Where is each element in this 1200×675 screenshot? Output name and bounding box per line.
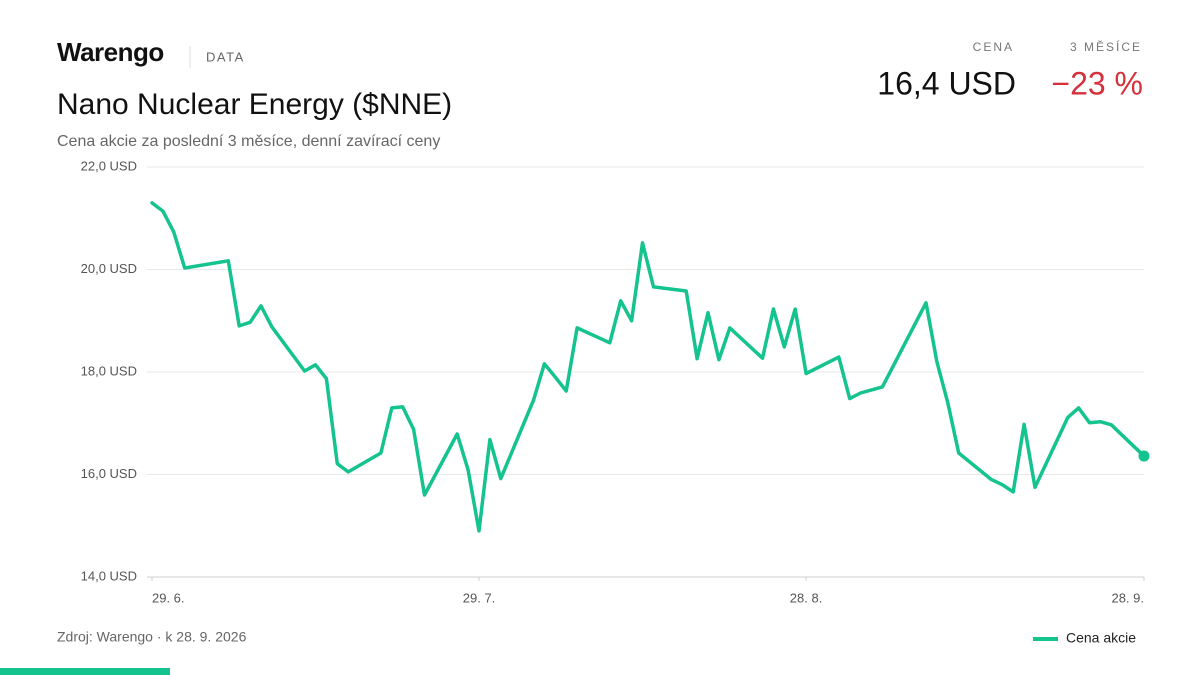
subtitle: Cena akcie za poslední 3 měsíce, denní z…	[57, 133, 440, 150]
accent-bar	[0, 668, 170, 675]
end-point	[1138, 450, 1150, 462]
plot: 14,0 USD 16,0 USD 18,0 USD 20,0 USD 22,0 USD…	[81, 158, 1150, 646]
stat-change: −23 %	[1051, 65, 1143, 101]
x-tick-label: 29. 6.	[152, 590, 185, 605]
y-tick-label: 18,0 USD	[81, 363, 137, 378]
legend-label: Cena akcie	[1066, 630, 1136, 646]
y-tick-label: 20,0 USD	[81, 261, 137, 276]
y-tick-label: 22,0 USD	[81, 158, 137, 173]
x-tick-label: 28. 8.	[790, 590, 823, 605]
stat-label: CENA	[973, 40, 1014, 54]
chart-title: Nano Nuclear Energy ($NNE)	[57, 88, 452, 121]
line	[150, 201, 1146, 533]
stat-label: 3 MĚSÍCE	[1070, 39, 1142, 54]
source: Zdroj: Warengo · k 28. 9. 2026	[57, 629, 247, 645]
x-tick-label: 29. 7.	[463, 590, 496, 605]
x-tick-label: 28. 9.	[1111, 590, 1144, 605]
y-tick-label: 16,0 USD	[81, 466, 137, 481]
y-tick-label: 14,0 USD	[81, 568, 137, 583]
stat-price: 16,4 USD	[877, 65, 1016, 101]
brand: Warengo	[57, 37, 164, 67]
section: DATA	[206, 49, 245, 64]
